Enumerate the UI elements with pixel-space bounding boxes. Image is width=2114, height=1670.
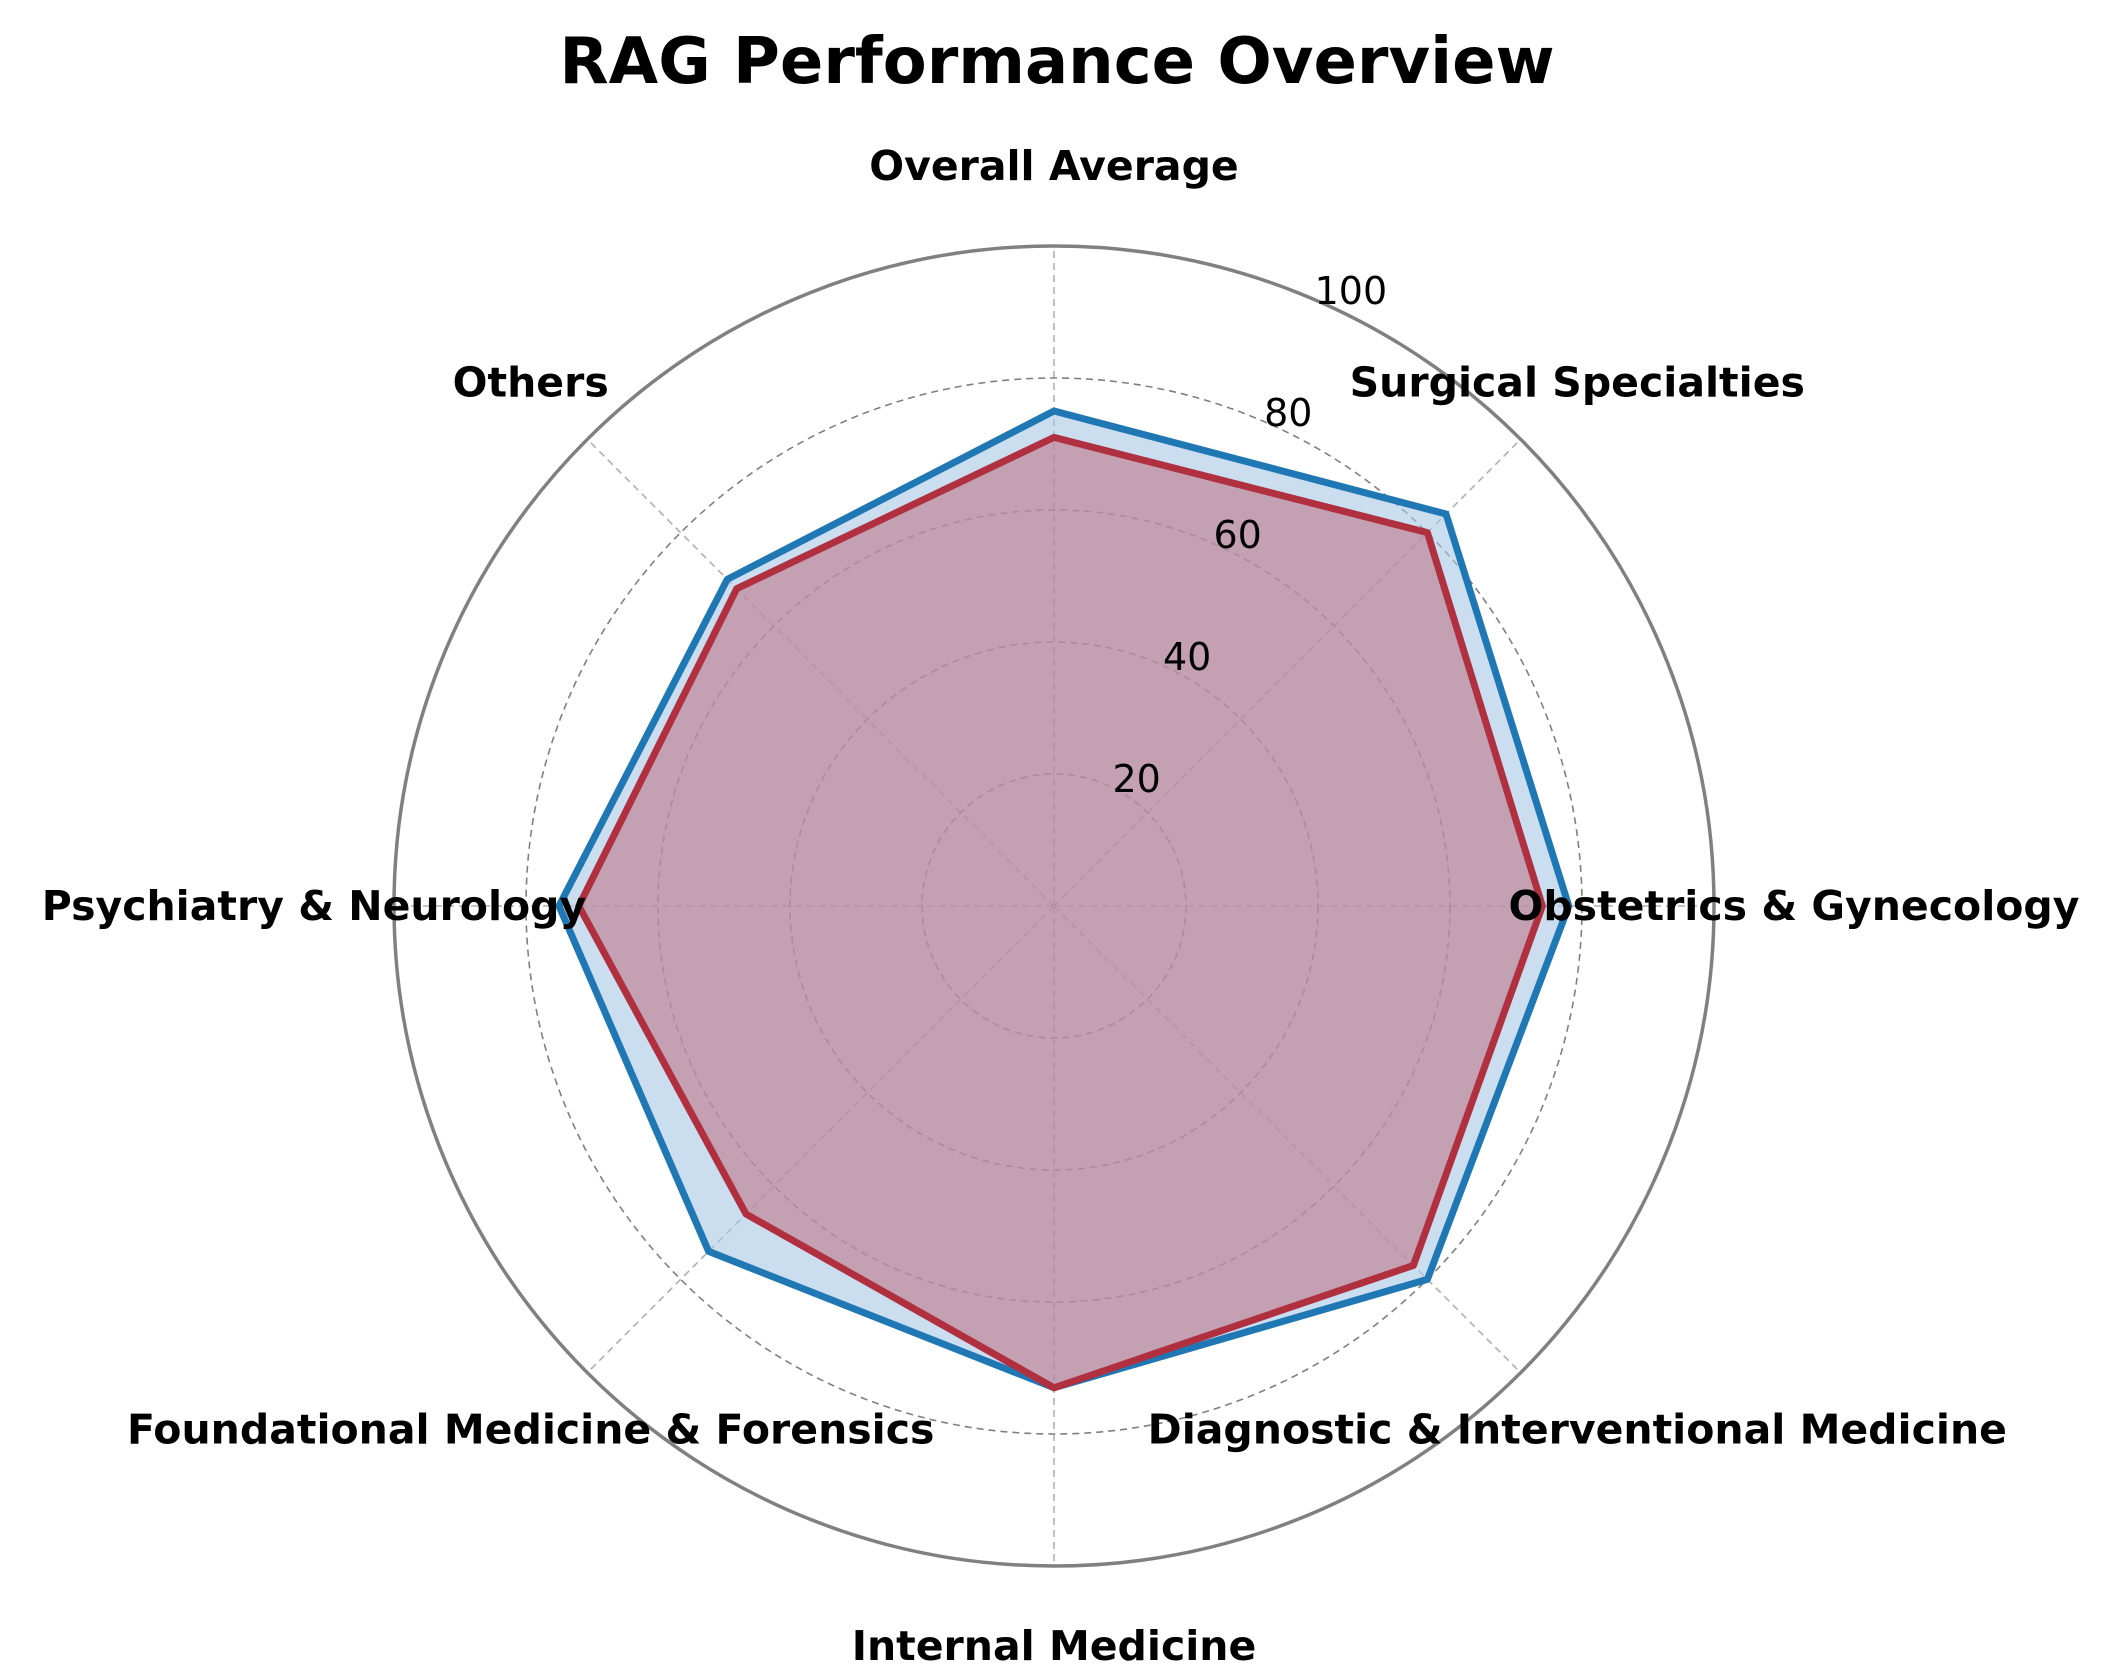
category-label: Diagnostic & Interventional Medicine: [1148, 1405, 2007, 1453]
category-label: Surgical Specialties: [1350, 359, 1805, 407]
radial-tick-label: 60: [1214, 513, 1262, 557]
radial-tick-label: 80: [1264, 391, 1312, 435]
series-layer: [559, 411, 1569, 1388]
radial-tick-label: 40: [1163, 635, 1211, 679]
category-label: Psychiatry & Neurology: [42, 882, 587, 930]
category-label: Overall Average: [869, 142, 1239, 190]
category-label: Internal Medicine: [852, 1622, 1257, 1670]
category-label: Obstetrics & Gynecology: [1508, 882, 2079, 930]
category-label: Foundational Medicine & Forensics: [127, 1405, 934, 1453]
chart-title: RAG Performance Overview: [559, 25, 1554, 99]
radial-tick-label: 20: [1113, 757, 1161, 801]
category-label: Others: [453, 359, 609, 407]
radial-tick-label: 100: [1315, 269, 1388, 313]
